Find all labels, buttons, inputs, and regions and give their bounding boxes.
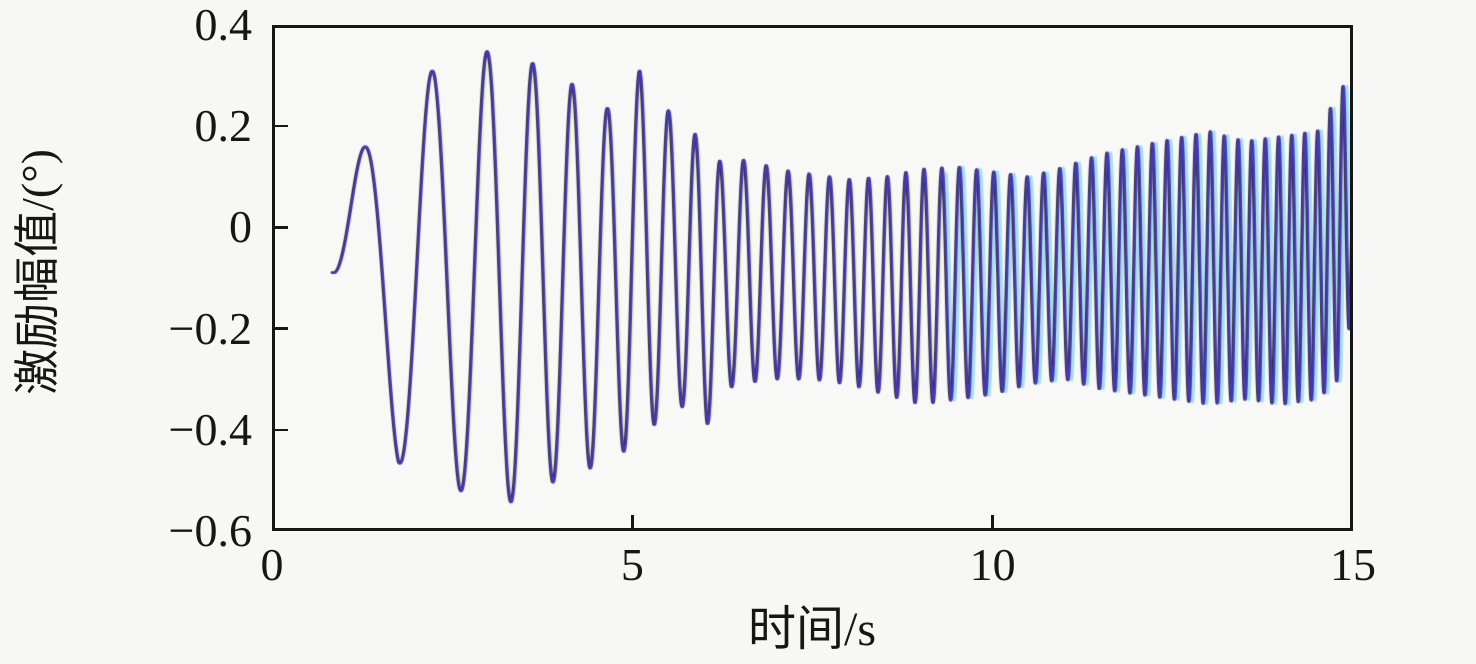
x-tick-label: 5 [620, 539, 644, 590]
x-tick-mark [991, 515, 994, 528]
x-tick-label: 0 [260, 539, 284, 590]
x-tick-label: 10 [969, 539, 1016, 590]
y-tick-label: −0.4 [168, 403, 252, 455]
y-tick-mark [275, 226, 288, 229]
y-tick-label: 0 [229, 201, 252, 253]
y-tick-mark [275, 124, 288, 128]
y-tick-mark [275, 327, 288, 330]
y-tick-label: −0.2 [168, 302, 252, 354]
y-tick-mark [275, 428, 288, 432]
x-axis-label: 时间/s [747, 603, 877, 656]
waveform-canvas [275, 28, 1350, 528]
y-tick-label: 0.4 [194, 0, 253, 50]
y-axis-label: 激励幅值/(°) [12, 149, 63, 395]
y-tick-label: 0.2 [194, 100, 253, 152]
x-tick-mark [631, 515, 634, 528]
y-tick-label: −0.6 [168, 505, 252, 556]
x-tick-label: 15 [1330, 539, 1376, 590]
